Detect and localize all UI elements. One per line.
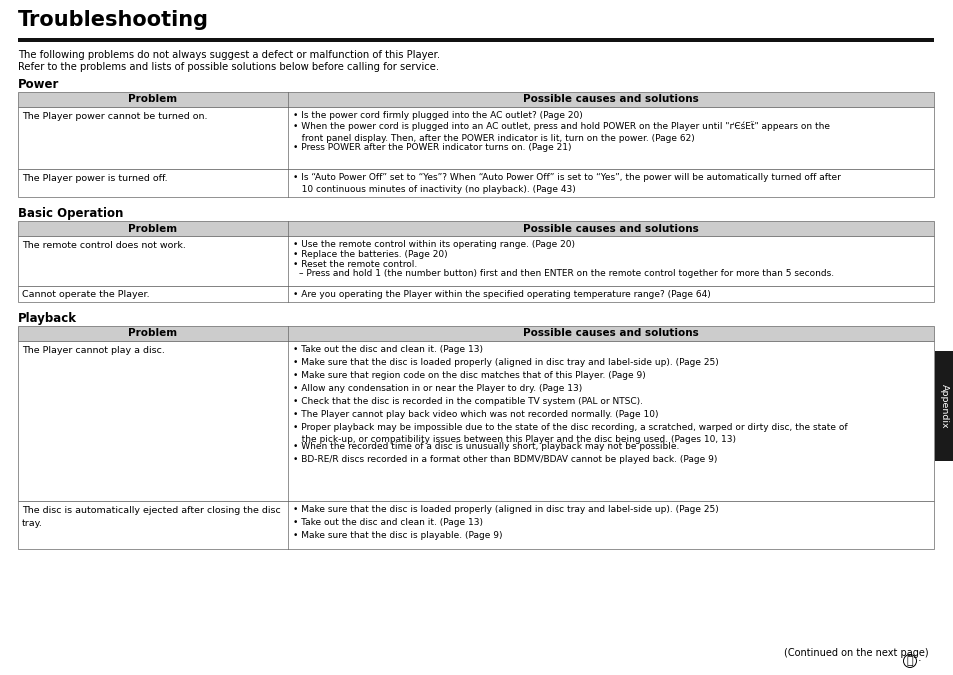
Text: • Make sure that the disc is loaded properly (aligned in disc tray and label-sid: • Make sure that the disc is loaded prop… (293, 505, 718, 514)
Text: • Make sure that region code on the disc matches that of this Player. (Page 9): • Make sure that region code on the disc… (293, 371, 645, 380)
Text: • Replace the batteries. (Page 20): • Replace the batteries. (Page 20) (293, 250, 447, 259)
Text: • Press POWER after the POWER indicator turns on. (Page 21): • Press POWER after the POWER indicator … (293, 143, 571, 152)
Text: • Take out the disc and clean it. (Page 13): • Take out the disc and clean it. (Page … (293, 345, 482, 354)
Text: • Take out the disc and clean it. (Page 13): • Take out the disc and clean it. (Page … (293, 518, 482, 527)
Text: • Is “Auto Power Off” set to “Yes”? When “Auto Power Off” is set to “Yes”, the p: • Is “Auto Power Off” set to “Yes”? When… (293, 173, 840, 194)
Text: • Check that the disc is recorded in the compatible TV system (PAL or NTSC).: • Check that the disc is recorded in the… (293, 397, 642, 406)
Bar (18, 169, 933, 197)
Bar (18, 221, 933, 236)
Bar (18, 38, 933, 42)
Text: • Is the power cord firmly plugged into the AC outlet? (Page 20): • Is the power cord firmly plugged into … (293, 111, 582, 120)
Text: • The Player cannot play back video which was not recorded normally. (Page 10): • The Player cannot play back video whic… (293, 410, 658, 419)
Text: The remote control does not work.: The remote control does not work. (22, 241, 186, 250)
Text: – Press and hold 1 (the number button) first and then ENTER on the remote contro: – Press and hold 1 (the number button) f… (298, 269, 833, 278)
Text: • When the power cord is plugged into an AC outlet, press and hold POWER on the : • When the power cord is plugged into an… (293, 121, 829, 143)
Text: • Reset the remote control.: • Reset the remote control. (293, 260, 416, 269)
Text: Ⓔ: Ⓔ (905, 656, 912, 666)
Bar (18, 341, 933, 501)
Text: The disc is automatically ejected after closing the disc
tray.: The disc is automatically ejected after … (22, 506, 280, 527)
Bar (18, 326, 933, 341)
Bar (18, 107, 933, 169)
Text: The Player power is turned off.: The Player power is turned off. (22, 174, 168, 183)
Text: Appendix: Appendix (939, 383, 948, 429)
Text: (Continued on the next page): (Continued on the next page) (783, 648, 928, 658)
Text: ·: · (917, 656, 921, 666)
Text: The Player power cannot be turned on.: The Player power cannot be turned on. (22, 112, 208, 121)
Text: • When the recorded time of a disc is unusually short, playback may not be possi: • When the recorded time of a disc is un… (293, 442, 679, 451)
Text: • Use the remote control within its operating range. (Page 20): • Use the remote control within its oper… (293, 240, 575, 249)
Text: Cannot operate the Player.: Cannot operate the Player. (22, 290, 150, 299)
Text: Playback: Playback (18, 312, 77, 325)
Text: Problem: Problem (129, 223, 177, 234)
Text: • Allow any condensation in or near the Player to dry. (Page 13): • Allow any condensation in or near the … (293, 384, 581, 393)
Text: Possible causes and solutions: Possible causes and solutions (522, 223, 699, 234)
Text: • BD-RE/R discs recorded in a format other than BDMV/BDAV cannot be played back.: • BD-RE/R discs recorded in a format oth… (293, 455, 717, 464)
Text: The Player cannot play a disc.: The Player cannot play a disc. (22, 346, 165, 355)
Bar (18, 286, 933, 302)
Bar (934, 351, 953, 461)
Text: Basic Operation: Basic Operation (18, 207, 123, 220)
Text: • Make sure that the disc is playable. (Page 9): • Make sure that the disc is playable. (… (293, 531, 502, 540)
Bar (18, 501, 933, 549)
Bar (18, 236, 933, 286)
Text: Problem: Problem (129, 95, 177, 105)
Text: Refer to the problems and lists of possible solutions below before calling for s: Refer to the problems and lists of possi… (18, 62, 438, 72)
Text: The following problems do not always suggest a defect or malfunction of this Pla: The following problems do not always sug… (18, 50, 439, 60)
Text: • Proper playback may be impossible due to the state of the disc recording, a sc: • Proper playback may be impossible due … (293, 423, 846, 444)
Text: Power: Power (18, 78, 59, 91)
Text: • Make sure that the disc is loaded properly (aligned in disc tray and label-sid: • Make sure that the disc is loaded prop… (293, 358, 718, 367)
Text: Possible causes and solutions: Possible causes and solutions (522, 329, 699, 338)
Circle shape (902, 655, 916, 668)
Text: • Are you operating the Player within the specified operating temperature range?: • Are you operating the Player within th… (293, 290, 710, 299)
Bar (18, 92, 933, 107)
Text: Problem: Problem (129, 329, 177, 338)
Text: Troubleshooting: Troubleshooting (18, 10, 209, 30)
Text: Possible causes and solutions: Possible causes and solutions (522, 95, 699, 105)
